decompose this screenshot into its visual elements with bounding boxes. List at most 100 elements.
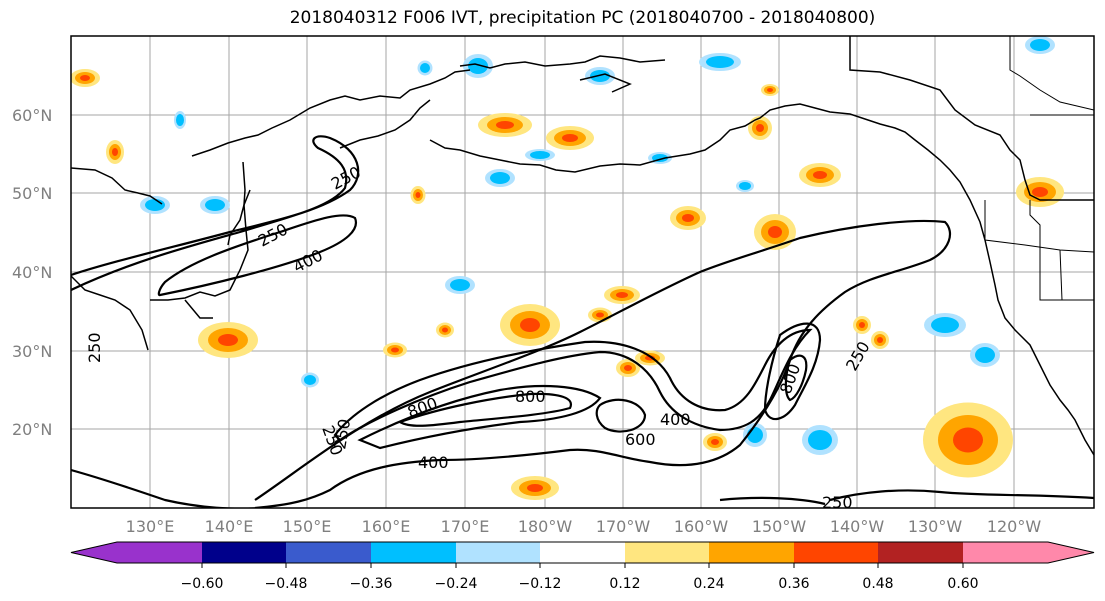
latitude-labels: 60°N 50°N 40°N 30°N 20°N bbox=[12, 106, 52, 439]
colorbar-tick-label: −0.36 bbox=[350, 576, 393, 592]
negative-anomaly-patch bbox=[808, 430, 832, 450]
negative-anomaly-patch bbox=[1030, 39, 1050, 51]
positive-anomaly-patch bbox=[391, 347, 399, 353]
colorbar-tick-label: 0.48 bbox=[862, 576, 893, 592]
positive-anomaly-patch bbox=[562, 134, 578, 142]
positive-anomaly-patch bbox=[953, 427, 983, 453]
contour-label: 400 bbox=[418, 453, 449, 472]
positive-anomaly-patch bbox=[80, 75, 90, 81]
positive-anomaly-patch bbox=[442, 327, 448, 333]
contour-label: 250 bbox=[85, 332, 104, 363]
positive-anomaly-patch bbox=[415, 192, 421, 198]
negative-anomaly-patch bbox=[468, 58, 488, 74]
positive-anomaly-patch bbox=[768, 226, 782, 238]
map-title: 2018040312 F006 IVT, precipitation PC (2… bbox=[289, 8, 876, 28]
contour-label: 600 bbox=[625, 430, 656, 449]
lon-label: 140°W bbox=[830, 517, 885, 536]
colorbar-segment bbox=[202, 542, 286, 563]
lon-label: 160°E bbox=[362, 517, 411, 536]
lat-label: 60°N bbox=[12, 106, 52, 125]
negative-anomaly-patch bbox=[490, 172, 510, 184]
political-borders bbox=[984, 36, 1094, 301]
negative-anomaly-patch bbox=[747, 427, 763, 443]
contour-label: 800 bbox=[515, 387, 546, 406]
negative-anomaly-patch bbox=[975, 347, 995, 363]
colorbar-outline bbox=[70, 541, 1095, 564]
colorbar-tick-label: −0.48 bbox=[265, 576, 308, 592]
colorbar-tick-label: −0.60 bbox=[181, 576, 224, 592]
map-frame bbox=[70, 35, 1095, 509]
colorbar-segment bbox=[456, 542, 540, 563]
precipitation-anomaly-patches bbox=[71, 36, 1064, 500]
longitude-labels: 130°E 140°E 150°E 160°E 170°E 180°W 170°… bbox=[126, 517, 1042, 536]
colorbar-tick-label: 0.24 bbox=[693, 576, 724, 592]
colorbar-tick-label: 0.60 bbox=[947, 576, 978, 592]
lon-label: 170°W bbox=[596, 517, 651, 536]
coastlines bbox=[71, 36, 1094, 456]
negative-anomaly-patch bbox=[450, 279, 470, 291]
positive-anomaly-patch bbox=[813, 171, 827, 179]
contour-label: 800 bbox=[776, 361, 804, 396]
lat-label: 40°N bbox=[12, 263, 52, 282]
contour-label: 400 bbox=[660, 410, 691, 429]
colorbar bbox=[70, 541, 1095, 568]
positive-anomaly-patch bbox=[767, 88, 773, 92]
colorbar-segment bbox=[709, 542, 794, 563]
lon-label: 160°W bbox=[674, 517, 729, 536]
positive-anomaly-patch bbox=[877, 337, 883, 343]
colorbar-tick-label: 0.12 bbox=[609, 576, 640, 592]
positive-anomaly-patch bbox=[527, 484, 543, 492]
negative-anomaly-patch bbox=[706, 56, 734, 68]
positive-anomaly-patch bbox=[756, 124, 764, 132]
lon-label: 140°E bbox=[205, 517, 254, 536]
negative-anomaly-patch bbox=[931, 317, 959, 333]
positive-anomaly-patch bbox=[624, 365, 632, 371]
colorbar-segment bbox=[794, 542, 878, 563]
negative-anomaly-patch bbox=[304, 375, 316, 385]
positive-anomaly-patch bbox=[520, 318, 540, 332]
colorbar-segment bbox=[878, 542, 963, 563]
colorbar-extend-left bbox=[71, 542, 202, 563]
positive-anomaly-patch bbox=[859, 322, 865, 328]
colorbar-tick-label: 0.36 bbox=[778, 576, 809, 592]
lon-label: 180°W bbox=[518, 517, 573, 536]
positive-anomaly-patch bbox=[496, 121, 514, 129]
negative-anomaly-patch bbox=[205, 199, 225, 211]
lon-label: 130°E bbox=[126, 517, 175, 536]
lon-label: 130°W bbox=[908, 517, 963, 536]
positive-anomaly-patch bbox=[112, 148, 118, 156]
lon-label: 150°W bbox=[752, 517, 807, 536]
contour-label: 250 bbox=[330, 417, 354, 450]
lon-label: 150°E bbox=[283, 517, 332, 536]
positive-anomaly-patch bbox=[596, 312, 604, 318]
colorbar-segment bbox=[625, 542, 709, 563]
lon-label: 170°E bbox=[441, 517, 490, 536]
negative-anomaly-patch bbox=[145, 199, 165, 211]
lon-label: 120°W bbox=[987, 517, 1042, 536]
lat-label: 20°N bbox=[12, 420, 52, 439]
colorbar-tick-label: −0.12 bbox=[519, 576, 562, 592]
negative-anomaly-patch bbox=[530, 151, 550, 159]
positive-anomaly-patch bbox=[218, 334, 238, 346]
contour-label: 800 bbox=[405, 393, 440, 421]
lat-label: 30°N bbox=[12, 342, 52, 361]
lat-label: 50°N bbox=[12, 184, 52, 203]
colorbar-segment bbox=[371, 542, 456, 563]
negative-anomaly-patch bbox=[420, 63, 430, 73]
positive-anomaly-patch bbox=[711, 439, 719, 445]
colorbar-tick-labels: −0.60 −0.48 −0.36 −0.24 −0.12 0.12 0.24 … bbox=[181, 576, 979, 592]
colorbar-segment bbox=[286, 542, 371, 563]
colorbar-tick-label: −0.24 bbox=[435, 576, 478, 592]
contour-label: 250 bbox=[842, 338, 874, 374]
positive-anomaly-patch bbox=[682, 214, 694, 222]
negative-anomaly-patch bbox=[590, 70, 610, 82]
colorbar-segment bbox=[540, 542, 625, 563]
positive-anomaly-patch bbox=[1032, 187, 1048, 197]
negative-anomaly-patch bbox=[739, 182, 751, 190]
ivt-contours bbox=[71, 135, 1094, 508]
colorbar-extend-right bbox=[963, 542, 1094, 563]
negative-anomaly-patch bbox=[176, 114, 184, 126]
positive-anomaly-patch bbox=[616, 292, 628, 298]
contour-label: 250 bbox=[822, 493, 853, 512]
